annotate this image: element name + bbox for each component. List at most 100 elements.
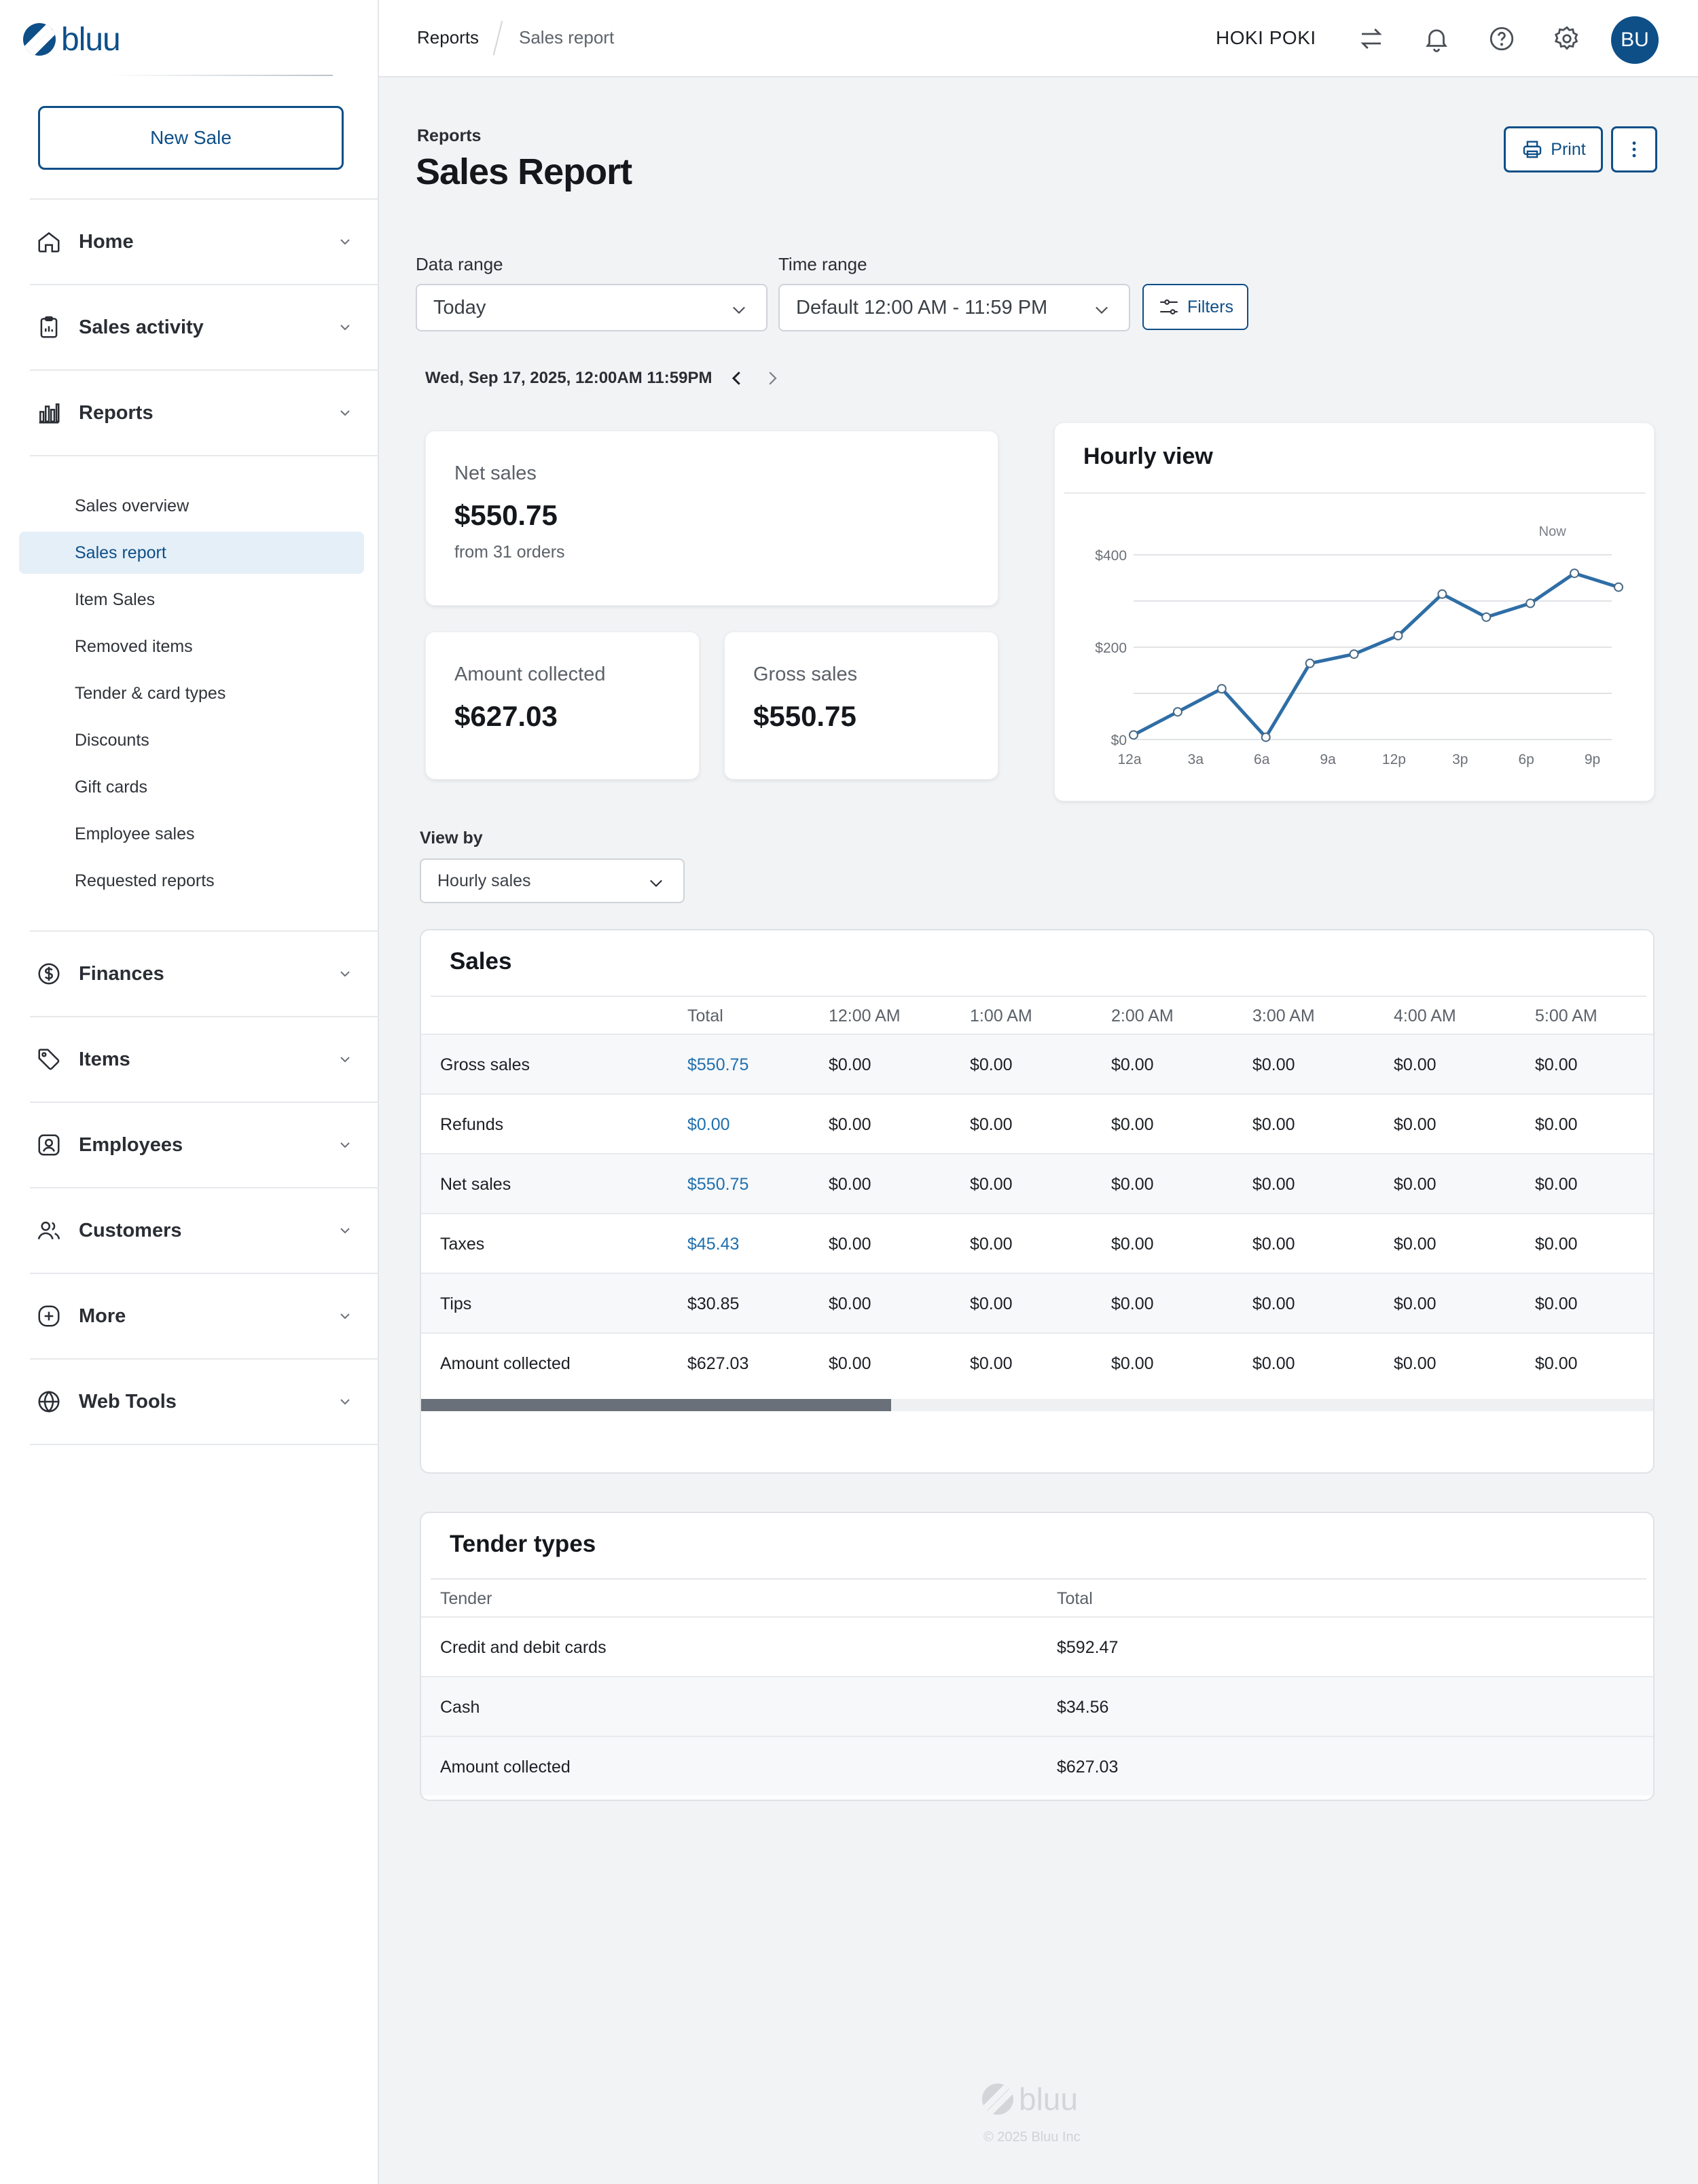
nav-divider xyxy=(30,198,379,200)
previous-day-icon[interactable] xyxy=(727,367,747,390)
hourly-view-card: Hourly view $0 $200 $400 12a 3a 6a 9a 12p 3p 6p 9p… xyxy=(1054,422,1655,801)
sidebar-item-label: Items xyxy=(79,1048,130,1070)
sales-table-card: Sales Total 12:00 AM 1:00 AM 2:00 AM 3:0… xyxy=(420,929,1655,1474)
nav-divider xyxy=(30,455,379,456)
next-day-icon[interactable] xyxy=(762,367,782,390)
sidebar-item-items[interactable]: Items xyxy=(30,1032,363,1087)
column-header-tender: Tender xyxy=(440,1589,492,1608)
sidebar-item-sales-activity[interactable]: Sales activity xyxy=(30,300,363,354)
chevron-down-icon xyxy=(340,410,350,416)
net-sales-card: Net sales $550.75 from 31 orders xyxy=(425,431,998,606)
x-tick-label: 3p xyxy=(1452,752,1468,767)
row-total[interactable]: $0.00 xyxy=(687,1115,730,1134)
sidebar-item-more[interactable]: More xyxy=(30,1289,363,1343)
sidebar: bluu New Sale Home Sales activity Report xyxy=(0,0,379,2184)
nav-divider xyxy=(30,1102,379,1103)
footer-logo: bluu xyxy=(982,2081,1078,2117)
users-icon xyxy=(35,1217,62,1244)
sidebar-subitem-item-sales[interactable]: Item Sales xyxy=(75,589,156,609)
breadcrumb-reports[interactable]: Reports xyxy=(417,27,480,48)
nav-divider xyxy=(30,930,379,932)
view-by-select[interactable]: Hourly sales xyxy=(420,858,685,903)
column-header-hour: 4:00 AM xyxy=(1394,1006,1456,1025)
time-range-label: Time range xyxy=(778,254,867,274)
table-row: Taxes $45.43 $0.00 $0.00 $0.00 $0.00 $0.00 $0.0… xyxy=(421,1213,1653,1273)
sidebar-item-label: Sales activity xyxy=(79,316,204,338)
data-range-label: Data range xyxy=(416,254,503,274)
data-point xyxy=(1216,684,1227,694)
row-label: Gross sales xyxy=(440,1055,530,1074)
sidebar-subitem-employee-sales[interactable]: Employee sales xyxy=(75,824,195,843)
sidebar-item-employees[interactable]: Employees xyxy=(30,1118,363,1172)
column-header-hour: 3:00 AM xyxy=(1252,1006,1315,1025)
row-total: $627.03 xyxy=(687,1354,749,1373)
scrollbar-thumb[interactable] xyxy=(421,1399,891,1411)
more-options-button[interactable] xyxy=(1611,126,1657,172)
table-row: Cash $34.56 xyxy=(421,1676,1653,1736)
gear-icon[interactable] xyxy=(1553,24,1581,53)
time-range-select[interactable]: Default 12:00 AM - 11:59 PM xyxy=(778,284,1130,331)
print-button[interactable]: Print xyxy=(1504,126,1603,172)
chevron-down-icon xyxy=(340,1313,350,1320)
hour-cell: $0.00 xyxy=(1111,1354,1154,1373)
merchant-name[interactable]: HOKI POKI xyxy=(1216,27,1316,48)
bell-icon[interactable] xyxy=(1422,24,1451,53)
row-total[interactable]: $550.75 xyxy=(687,1175,749,1194)
sidebar-subitem-requested-reports[interactable]: Requested reports xyxy=(75,871,215,890)
sidebar-subitem-sales-overview[interactable]: Sales overview xyxy=(75,496,189,515)
hour-cell: $0.00 xyxy=(1394,1354,1437,1373)
row-total[interactable]: $550.75 xyxy=(687,1055,749,1074)
filters-label: Filters xyxy=(1187,297,1234,316)
horizontal-scrollbar[interactable] xyxy=(421,1399,1653,1411)
sidebar-item-label: Home xyxy=(79,230,134,253)
time-range-value: Default 12:00 AM - 11:59 PM xyxy=(796,296,1048,318)
data-point xyxy=(1349,649,1359,659)
top-bar: Reports Sales report HOKI POKI BU xyxy=(379,0,1698,77)
tender-name: Amount collected xyxy=(440,1758,571,1777)
sidebar-subitem-discounts[interactable]: Discounts xyxy=(75,730,149,750)
sidebar-item-customers[interactable]: Customers xyxy=(30,1203,363,1258)
sidebar-item-finances[interactable]: Finances xyxy=(30,947,363,1001)
avatar[interactable]: BU xyxy=(1611,16,1659,64)
data-point xyxy=(1570,568,1580,579)
chevron-down-icon xyxy=(1096,306,1108,314)
nav-divider xyxy=(30,284,379,285)
y-tick-label: $200 xyxy=(1095,640,1127,656)
sidebar-item-web-tools[interactable]: Web Tools xyxy=(30,1375,363,1429)
row-total[interactable]: $45.43 xyxy=(687,1235,740,1254)
new-sale-button[interactable]: New Sale xyxy=(38,106,344,170)
tender-total: $592.47 xyxy=(1057,1638,1119,1657)
sidebar-item-home[interactable]: Home xyxy=(30,215,363,269)
row-label: Amount collected xyxy=(440,1354,571,1373)
brand-logo-mark-icon xyxy=(23,23,56,56)
table-row: Net sales $550.75 $0.00 $0.00 $0.00 $0.00 $0.0… xyxy=(421,1153,1653,1213)
brand-logo[interactable]: bluu xyxy=(23,21,121,58)
tender-types-card: Tender types Tender Total Credit and deb… xyxy=(420,1512,1655,1801)
table-row: Amount collected $627.03 $0.00 $0.00 $0.00 $0… xyxy=(421,1332,1653,1392)
hour-cell: $0.00 xyxy=(829,1235,871,1254)
sidebar-subitem-removed-items[interactable]: Removed items xyxy=(75,636,193,656)
chevron-down-icon xyxy=(340,239,350,245)
sidebar-subitem-tender-card-types[interactable]: Tender & card types xyxy=(75,683,226,703)
sidebar-subitem-gift-cards[interactable]: Gift cards xyxy=(75,777,147,797)
hour-cell: $0.00 xyxy=(1535,1354,1578,1373)
amount-collected-card: Amount collected $627.03 xyxy=(425,632,700,780)
view-by-value: Hourly sales xyxy=(437,871,531,890)
view-by-label: View by xyxy=(420,829,483,848)
data-range-select[interactable]: Today xyxy=(416,284,767,331)
net-sales-value: $550.75 xyxy=(454,499,558,531)
hour-cell: $0.00 xyxy=(1394,1115,1437,1134)
date-range-display: Wed, Sep 17, 2025, 12:00AM 11:59PM xyxy=(425,369,712,387)
net-sales-label: Net sales xyxy=(454,462,537,484)
chevron-down-icon xyxy=(340,1142,350,1148)
clipboard-icon xyxy=(35,314,62,341)
switch-location-icon[interactable] xyxy=(1357,24,1386,53)
chart-divider xyxy=(1064,492,1646,494)
filters-button[interactable]: Filters xyxy=(1142,284,1248,330)
brand-name: bluu xyxy=(61,21,121,58)
sidebar-subitem-sales-report[interactable]: Sales report xyxy=(19,532,364,574)
data-point xyxy=(1437,589,1447,599)
help-icon[interactable] xyxy=(1487,24,1516,53)
sidebar-item-reports[interactable]: Reports xyxy=(30,386,363,440)
